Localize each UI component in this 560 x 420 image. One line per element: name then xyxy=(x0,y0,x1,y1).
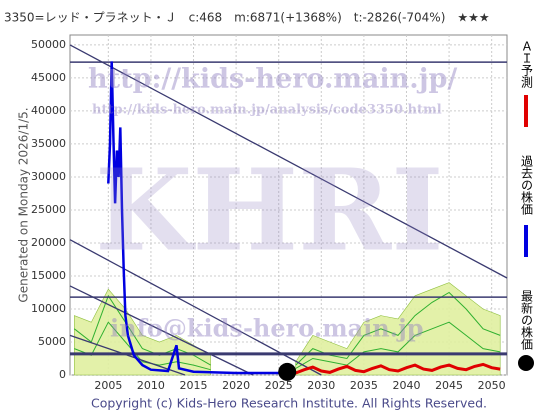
legend-label: 過去の株価 xyxy=(520,155,534,215)
x-tick-label: 2040 xyxy=(392,379,420,392)
y-tick-label: 40000 xyxy=(31,104,66,117)
trend-line xyxy=(69,44,508,279)
latest-price xyxy=(278,362,297,381)
x-tick-label: 2020 xyxy=(222,379,250,392)
y-tick-label: 25000 xyxy=(31,203,66,216)
x-tick-label: 2005 xyxy=(94,379,122,392)
x-tick-label: 2030 xyxy=(307,379,335,392)
x-tick-label: 2050 xyxy=(478,379,506,392)
watermark: KHRI xyxy=(95,145,444,276)
copyright: Copyright (c) Kids-Hero Research Institu… xyxy=(91,396,487,411)
forecast-band xyxy=(74,282,501,376)
y-tick-label: 50000 xyxy=(31,38,66,51)
legend-label: 最新の株価 xyxy=(520,290,534,350)
series-line xyxy=(286,362,501,375)
y-tick-label: 45000 xyxy=(31,71,66,84)
x-tick-label: 2015 xyxy=(180,379,208,392)
y-tick-label: 5000 xyxy=(38,335,66,348)
x-tick-label: 2045 xyxy=(435,379,463,392)
series-line xyxy=(107,61,288,375)
y-tick-label: 0 xyxy=(59,368,66,381)
y-tick-label: 35000 xyxy=(31,137,66,150)
y-tick-label: 15000 xyxy=(31,269,66,282)
x-tick-label: 2035 xyxy=(350,379,378,392)
watermark: info@kids-hero.main.jp xyxy=(110,314,424,343)
watermark: http://kids-hero.main.jp/ xyxy=(88,64,457,95)
y-tick-label: 20000 xyxy=(31,236,66,249)
x-tick-label: 2025 xyxy=(265,379,293,392)
y-tick-label: 10000 xyxy=(31,302,66,315)
watermark: http://kids-hero.main.jp/analysis/code33… xyxy=(92,103,442,118)
legend-label: ＡＩ予測 xyxy=(520,40,534,89)
chart-title: 3350=レッド・プラネット・Ｊ c:468 m:6871(+1368%) t:… xyxy=(4,11,490,25)
legend-swatch xyxy=(518,355,534,371)
y-axis-label: Generated on Monday 2026/1/5. xyxy=(17,107,31,302)
y-tick-label: 30000 xyxy=(31,170,66,183)
trend-line xyxy=(69,285,254,376)
x-tick-label: 2010 xyxy=(137,379,165,392)
